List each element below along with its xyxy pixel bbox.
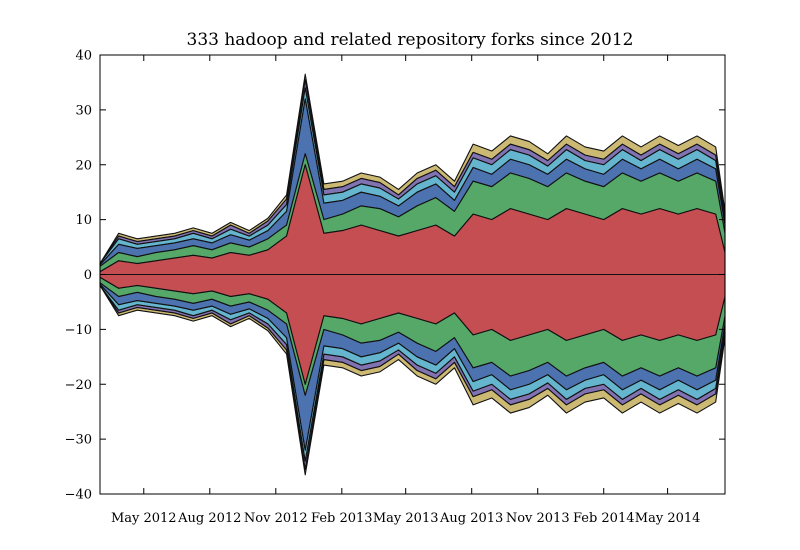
- chart-title: 333 hadoop and related repository forks …: [187, 30, 634, 50]
- x-tick-label-2: Nov 2012: [244, 511, 308, 526]
- x-tick-label-0: May 2012: [111, 511, 177, 526]
- y-tick-label-5: −10: [65, 323, 92, 338]
- stream-layers: [99, 73, 726, 476]
- y-tick-label-7: −30: [65, 433, 92, 448]
- x-tick-label-8: May 2014: [635, 511, 701, 526]
- y-tick-label-0: 40: [75, 49, 92, 64]
- x-tick-label-5: Aug 2013: [439, 511, 503, 526]
- y-tick-label-6: −20: [65, 378, 92, 393]
- x-tick-label-4: May 2013: [373, 511, 439, 526]
- y-tick-label-1: 30: [75, 103, 92, 118]
- y-tick-label-3: 10: [75, 213, 92, 228]
- x-tick-label-3: Feb 2013: [311, 511, 373, 526]
- x-tick-label-1: Aug 2012: [177, 511, 241, 526]
- x-tick-label-7: Feb 2014: [573, 511, 635, 526]
- x-axis: May 2012 Aug 2012 Nov 2012 Feb 2013 May 2013…: [111, 55, 700, 526]
- y-tick-label-4: 0: [84, 268, 92, 283]
- y-tick-label-8: −40: [65, 488, 92, 503]
- y-tick-label-2: 20: [75, 158, 92, 173]
- y-axis: 40 30 20 10 0 −10 −20 −30 −40: [65, 49, 725, 503]
- x-tick-label-6: Nov 2013: [506, 511, 570, 526]
